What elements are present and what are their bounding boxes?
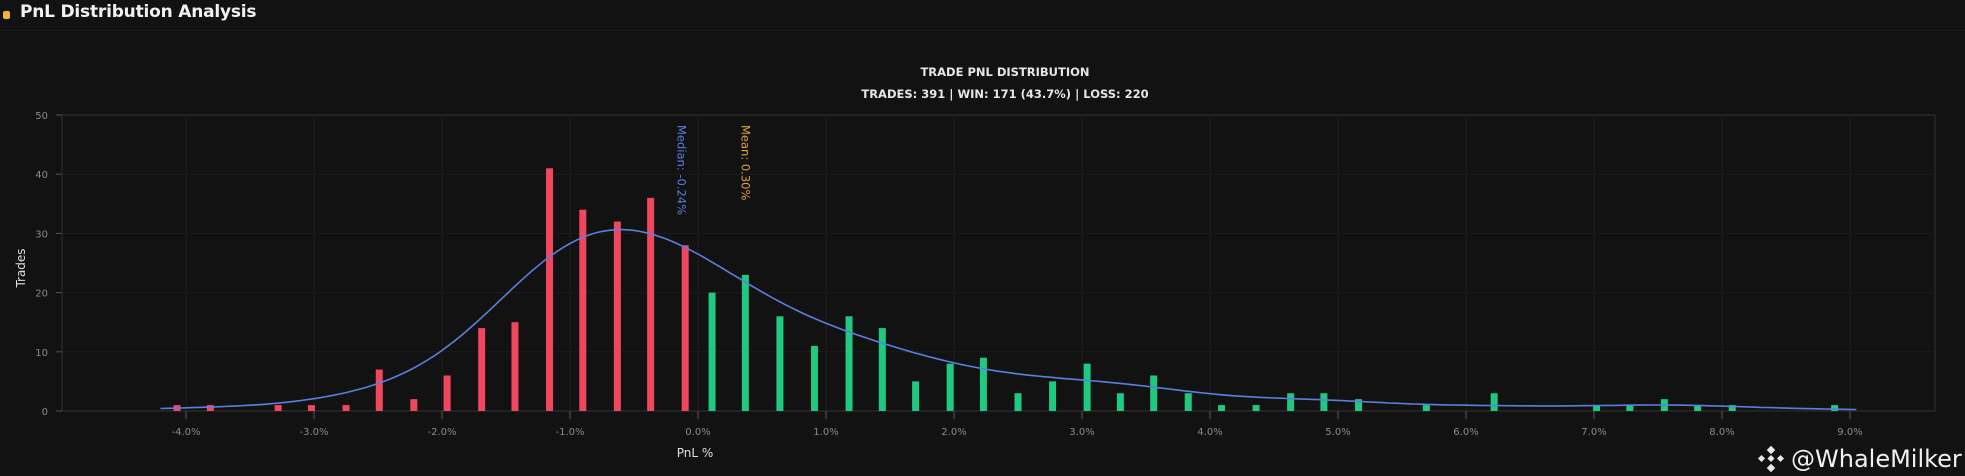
bar-win xyxy=(1626,405,1634,411)
x-tick-label: -1.0% xyxy=(555,427,584,438)
x-tick-label: 7.0% xyxy=(1581,427,1606,438)
bar-win xyxy=(1252,405,1260,411)
bar-win xyxy=(1490,393,1498,411)
bar-loss xyxy=(546,168,554,411)
median-label: Median: -0.24% xyxy=(674,125,688,215)
x-tick-label: 9.0% xyxy=(1837,427,1862,438)
bar-win xyxy=(1184,393,1192,411)
bar-win xyxy=(1218,405,1226,411)
bar-loss xyxy=(647,197,655,411)
watermark-text: @WhaleMilker xyxy=(1791,445,1962,473)
bar-win xyxy=(810,345,818,411)
bar-loss xyxy=(613,221,621,411)
y-tick-label: 0 xyxy=(42,407,48,418)
chart-subtitle: TRADES: 391 | WIN: 171 (43.7%) | LOSS: 2… xyxy=(861,87,1148,101)
bar-win xyxy=(1728,405,1736,411)
x-tick-label: 2.0% xyxy=(941,427,966,438)
bar-loss xyxy=(410,399,418,411)
bar-win xyxy=(1014,393,1022,411)
bar-win xyxy=(776,316,784,411)
bar-win xyxy=(1831,405,1839,411)
bar-loss xyxy=(206,405,214,411)
x-tick-label: 4.0% xyxy=(1197,427,1222,438)
x-tick-label: -3.0% xyxy=(299,427,328,438)
x-axis-label: PnL % xyxy=(677,446,714,460)
y-tick-label: 20 xyxy=(35,289,48,300)
bar-win xyxy=(1593,405,1601,411)
bar-loss xyxy=(274,405,282,411)
bar-win xyxy=(946,363,954,411)
bar-win xyxy=(912,381,920,411)
bar-win xyxy=(979,357,987,411)
bar-win xyxy=(1083,363,1091,411)
bar-loss xyxy=(579,209,587,411)
bar-loss xyxy=(307,405,315,411)
y-tick-label: 40 xyxy=(35,170,48,181)
bar-loss xyxy=(375,369,383,411)
bar-win xyxy=(1354,399,1362,411)
y-tick-label: 50 xyxy=(35,111,48,122)
bar-win xyxy=(1694,405,1702,411)
binance-logo-icon xyxy=(1757,445,1785,473)
x-tick-label: -4.0% xyxy=(171,427,200,438)
x-tick-label: 5.0% xyxy=(1325,427,1350,438)
bar-win xyxy=(1287,393,1295,411)
y-tick-label: 30 xyxy=(35,229,48,240)
bar-loss xyxy=(511,322,519,411)
bar-win xyxy=(708,292,716,411)
panel-header: PnL Distribution Analysis xyxy=(0,0,1965,31)
bar-win xyxy=(1049,381,1057,411)
bar-win xyxy=(878,328,886,411)
bar-loss xyxy=(342,405,350,411)
section-marker-icon xyxy=(3,11,10,19)
bar-win xyxy=(1320,393,1328,411)
bar-loss xyxy=(443,375,451,411)
mean-label: Mean: 0.30% xyxy=(738,125,752,200)
x-tick-label: 8.0% xyxy=(1709,427,1734,438)
bar-loss xyxy=(681,245,689,411)
bar-win xyxy=(741,274,749,411)
x-tick-label: 6.0% xyxy=(1453,427,1478,438)
density-curve xyxy=(160,228,1857,411)
chart-title: TRADE PNL DISTRIBUTION xyxy=(920,65,1089,79)
x-tick-label: 0.0% xyxy=(685,427,710,438)
x-tick-label: 3.0% xyxy=(1069,427,1094,438)
panel-title: PnL Distribution Analysis xyxy=(20,2,257,22)
bar-win xyxy=(1150,375,1158,411)
x-tick-label: -2.0% xyxy=(427,427,456,438)
x-tick-label: 1.0% xyxy=(813,427,838,438)
bar-win xyxy=(845,316,853,411)
bar-win xyxy=(1116,393,1124,411)
bar-loss xyxy=(478,328,486,411)
bar-win xyxy=(1422,405,1430,411)
y-tick-label: 10 xyxy=(35,348,48,359)
y-axis-label: Trades xyxy=(14,248,28,288)
watermark: @WhaleMilker xyxy=(1757,445,1962,473)
